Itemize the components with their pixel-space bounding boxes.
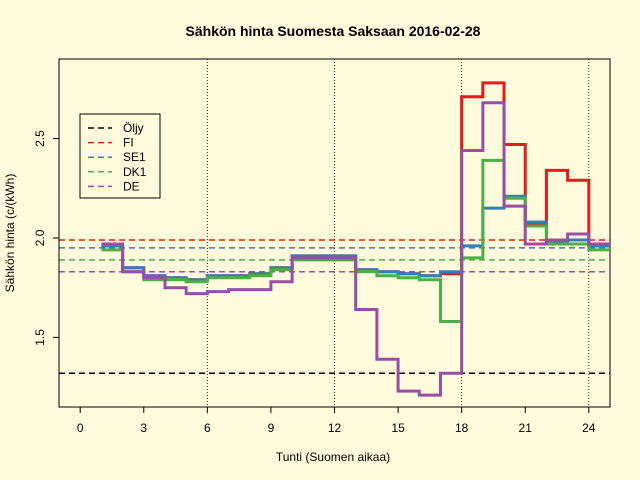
x-axis: 0 3 6 9 12 15 18 21 24 — [77, 406, 596, 435]
x-tick-label: 18 — [455, 421, 469, 435]
x-tick-label: 0 — [77, 421, 84, 435]
x-tick-label: 15 — [391, 421, 405, 435]
series-line-DK1 — [101, 158, 610, 323]
x-tick-label: 21 — [519, 421, 533, 435]
series-line-FI — [101, 81, 610, 282]
y-tick-label: 1.5 — [33, 329, 47, 346]
vertical-grid-lines — [206, 59, 590, 407]
legend-label-FI: FI — [123, 136, 134, 150]
legend-label-SE1: SE1 — [123, 150, 146, 164]
legend-label-Öljy: Öljy — [123, 121, 144, 135]
legend-label-DE: DE — [123, 179, 140, 193]
series-line-DE — [101, 101, 610, 397]
x-tick-label: 9 — [268, 421, 275, 435]
chart-title: Sähkön hinta Suomesta Saksaan 2016-02-28 — [186, 23, 481, 39]
x-axis-label: Tunti (Suomen aikaa) — [276, 450, 390, 464]
y-axis-label: Sähkön hinta (c/(kWh) — [3, 174, 17, 293]
x-tick-label: 12 — [328, 421, 342, 435]
x-tick-label: 24 — [582, 421, 596, 435]
y-axis: 1.5 2.0 2.5 — [33, 130, 60, 346]
x-tick-label: 6 — [204, 421, 211, 435]
series-lines — [101, 81, 610, 397]
legend-box — [79, 113, 161, 199]
x-tick-label: 3 — [140, 421, 147, 435]
y-tick-label: 2.0 — [33, 229, 47, 246]
legend-label-DK1: DK1 — [123, 165, 147, 179]
y-tick-label: 2.5 — [33, 130, 47, 147]
